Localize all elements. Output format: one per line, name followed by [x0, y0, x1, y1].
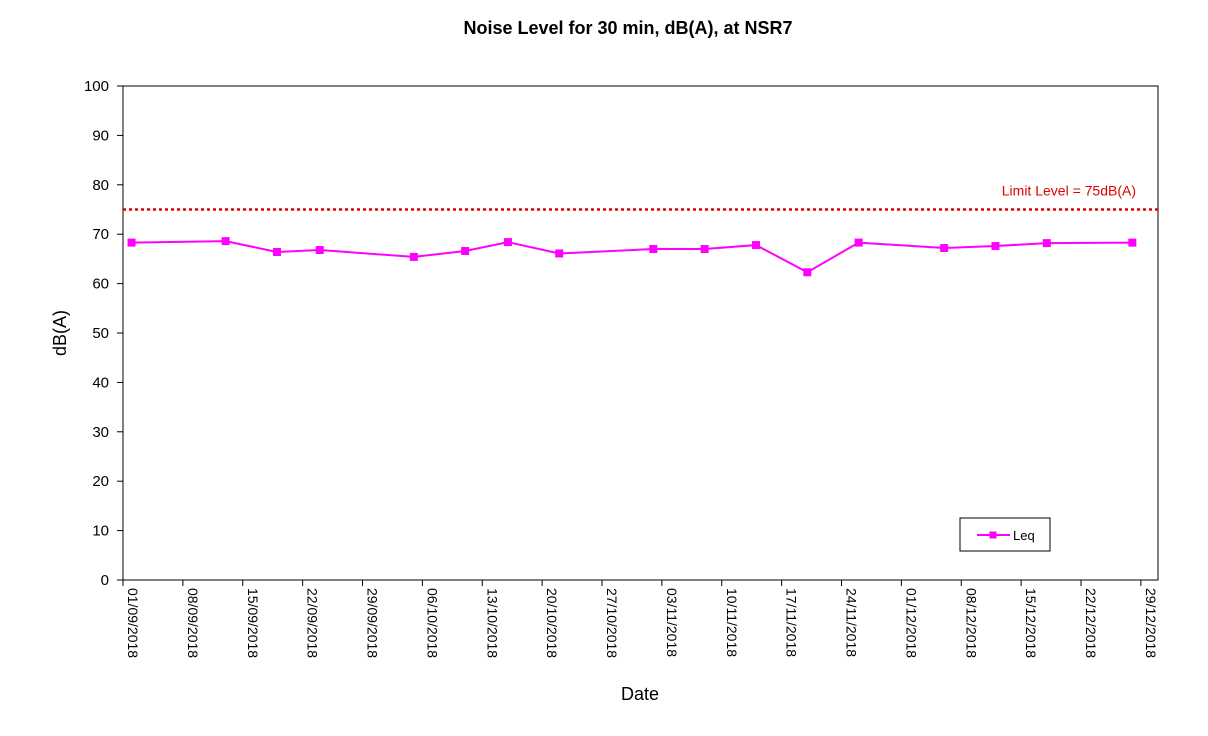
x-tick-label: 03/11/2018: [664, 588, 680, 657]
x-tick-label: 08/09/2018: [185, 588, 201, 658]
legend-marker-square-icon: [989, 531, 997, 539]
x-tick-label: 27/10/2018: [604, 588, 620, 658]
data-point-leq: [991, 242, 1000, 251]
x-axis: 01/09/2018 08/09/2018 15/09/2018 22/09/2018…: [122, 580, 1159, 658]
y-axis-label: dB(A): [50, 310, 70, 356]
y-tick-label: 30: [92, 424, 109, 441]
data-point-leq: [854, 238, 863, 247]
data-point-leq: [127, 238, 136, 247]
y-tick-label: 70: [92, 226, 109, 243]
chart-title: Noise Level for 30 min, dB(A), at NSR7: [463, 18, 792, 38]
x-tick-label: 15/12/2018: [1023, 588, 1039, 658]
x-tick-label: 29/09/2018: [365, 588, 381, 658]
y-tick-label: 60: [92, 276, 109, 293]
x-tick-label: 22/09/2018: [305, 588, 321, 658]
y-tick-label: 80: [92, 177, 109, 194]
x-tick-label: 29/12/2018: [1143, 588, 1159, 658]
x-tick-label: 24/11/2018: [844, 588, 860, 657]
x-tick-label: 01/12/2018: [903, 588, 919, 658]
y-tick-label: 40: [92, 374, 109, 391]
data-point-leq: [700, 245, 709, 254]
y-tick-label: 0: [101, 572, 109, 589]
data-point-leq: [649, 245, 658, 254]
data-point-leq: [555, 249, 564, 258]
data-point-leq: [315, 246, 324, 255]
y-tick-label: 10: [92, 523, 109, 540]
x-axis-label: Date: [621, 684, 659, 704]
y-tick-label: 20: [92, 473, 109, 490]
data-point-leq: [503, 238, 512, 247]
x-tick-label: 13/10/2018: [484, 588, 500, 658]
x-tick-label: 06/10/2018: [424, 588, 440, 658]
legend-entry-leq: Leq: [1013, 528, 1035, 543]
y-tick-label: 100: [84, 78, 109, 95]
data-point-leq: [221, 237, 230, 246]
plot-area: [122, 85, 1159, 581]
data-point-leq: [940, 244, 949, 253]
x-tick-label: 01/09/2018: [125, 588, 141, 658]
x-tick-label: 08/12/2018: [963, 588, 979, 658]
data-point-leq: [1128, 238, 1137, 247]
data-point-leq: [751, 241, 760, 250]
y-tick-label: 90: [92, 127, 109, 144]
data-point-leq: [461, 246, 470, 255]
x-tick-label: 20/10/2018: [544, 588, 560, 658]
leq-series: [127, 237, 1137, 277]
y-tick-label: 50: [92, 325, 109, 342]
x-tick-label: 22/12/2018: [1083, 588, 1099, 658]
x-tick-label: 15/09/2018: [245, 588, 261, 658]
data-point-leq: [803, 268, 812, 277]
limit-level-label: Limit Level = 75dB(A): [1002, 183, 1136, 199]
data-point-leq: [272, 247, 281, 256]
legend: Leq: [959, 517, 1051, 552]
x-tick-label: 10/11/2018: [724, 588, 740, 657]
data-point-leq: [1042, 239, 1051, 248]
y-axis: 0 10 20 30 40 50 60 70 80 90 100: [84, 78, 123, 589]
x-tick-label: 17/11/2018: [784, 588, 800, 657]
data-point-leq: [409, 252, 418, 261]
